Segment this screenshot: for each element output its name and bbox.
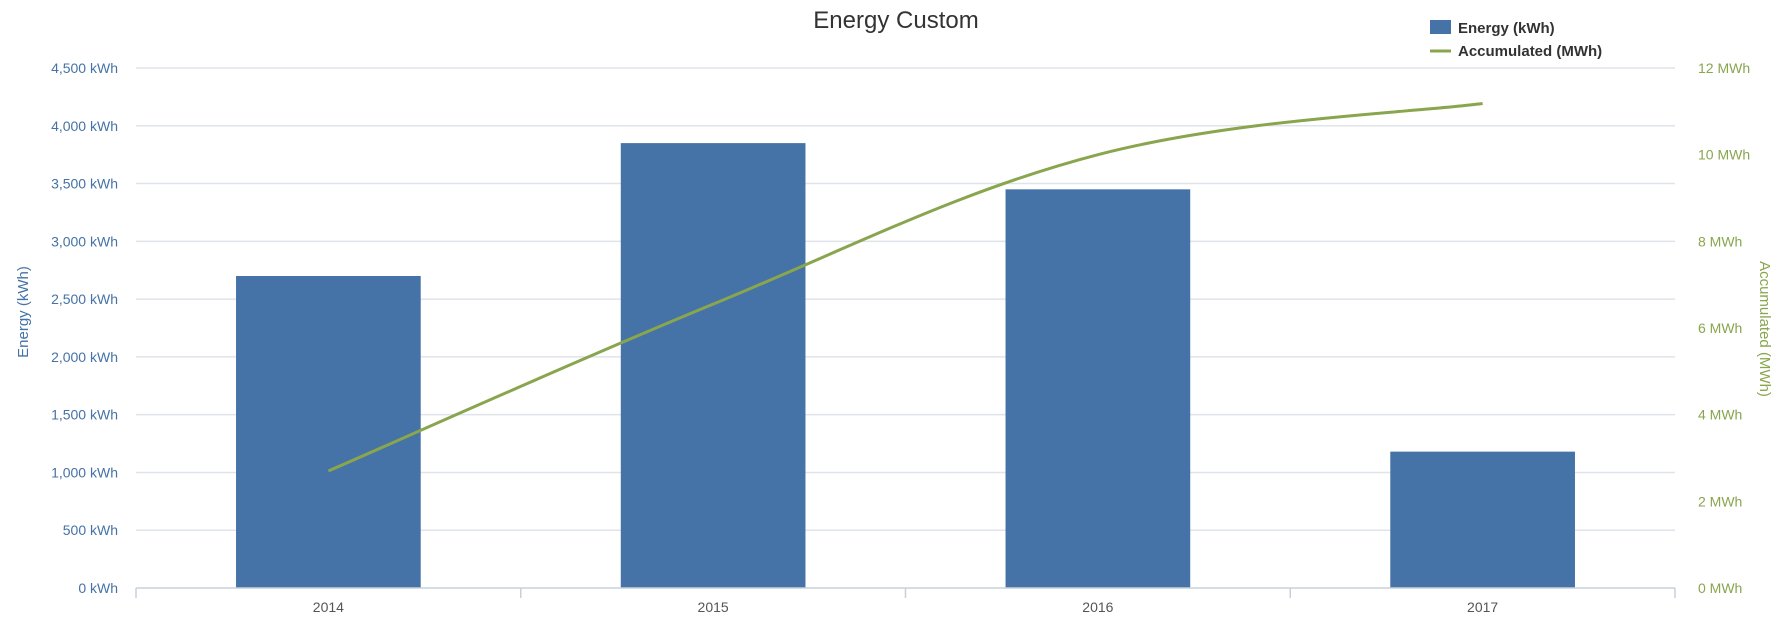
axes: 0 kWh 500 kWh 1,000 kWh 1,500 kWh 2,000 kWh 2… (51, 60, 1750, 615)
legend-item-energy[interactable]: Energy (kWh) (1430, 20, 1555, 37)
legend-label-accumulated: Accumulated (MWh) (1458, 43, 1602, 60)
y-left-tick-label: 1,500 kWh (51, 407, 118, 423)
y-right-tick-label: 12 MWh (1698, 60, 1750, 76)
x-tick-label: 2016 (1082, 599, 1113, 615)
y-right-tick-label: 2 MWh (1698, 493, 1742, 509)
y-left-tick-label: 4,000 kWh (51, 118, 118, 134)
y-right-tick-label: 8 MWh (1698, 233, 1742, 249)
bar[interactable] (620, 143, 806, 588)
x-tick-label: 2017 (1467, 599, 1498, 615)
legend-swatch-energy (1430, 20, 1451, 34)
accumulated-line[interactable] (327, 102, 1483, 473)
y-right-tick-label: 0 MWh (1698, 580, 1742, 596)
legend-item-accumulated[interactable]: Accumulated (MWh) (1430, 43, 1602, 60)
y-left-tick-label: 2,000 kWh (51, 349, 118, 365)
y-left-tick-label: 2,500 kWh (51, 291, 118, 307)
chart-title: Energy Custom (813, 7, 978, 34)
line-series-accumulated (327, 102, 1483, 473)
x-tick-label: 2014 (313, 599, 344, 615)
legend[interactable]: Energy (kWh) Accumulated (MWh) (1430, 20, 1602, 60)
y-axis-right-title: Accumulated (MWh) (1756, 261, 1773, 397)
legend-label-energy: Energy (kWh) (1458, 20, 1555, 37)
y-right-tick-label: 6 MWh (1698, 320, 1742, 336)
bar[interactable] (236, 276, 421, 588)
y-left-tick-label: 4,500 kWh (51, 60, 118, 76)
y-left-tick-label: 3,500 kWh (51, 176, 118, 192)
y-right-tick-label: 10 MWh (1698, 147, 1750, 163)
bar[interactable] (1005, 189, 1191, 589)
y-left-tick-label: 500 kWh (63, 522, 118, 538)
y-left-tick-label: 0 kWh (78, 580, 118, 596)
y-left-tick-label: 1,000 kWh (51, 464, 118, 480)
x-tick-label: 2015 (698, 599, 729, 615)
bar-series-energy (236, 143, 1575, 589)
bar[interactable] (1390, 451, 1575, 588)
y-left-tick-label: 3,000 kWh (51, 233, 118, 249)
y-right-tick-label: 4 MWh (1698, 407, 1742, 423)
y-axis-left-title: Energy (kWh) (15, 266, 32, 358)
